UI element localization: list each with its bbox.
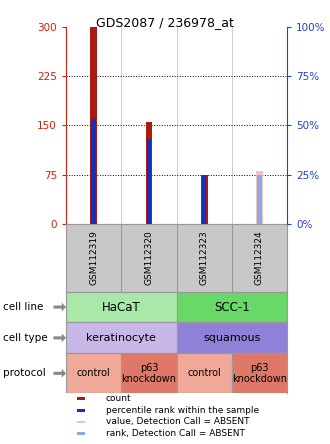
Text: GSM112323: GSM112323: [200, 230, 209, 285]
Text: count: count: [106, 394, 131, 404]
Text: percentile rank within the sample: percentile rank within the sample: [106, 406, 259, 415]
Bar: [66, 353, 121, 393]
Bar: [177, 322, 287, 353]
Text: GDS2087 / 236978_at: GDS2087 / 236978_at: [96, 16, 234, 28]
Bar: [202, 174, 206, 224]
Text: GSM112320: GSM112320: [145, 230, 153, 285]
Bar: [232, 353, 287, 393]
Text: cell line: cell line: [3, 302, 44, 312]
Text: SCC-1: SCC-1: [214, 301, 250, 313]
Bar: [77, 397, 85, 400]
Text: p63
knockdown: p63 knockdown: [121, 362, 177, 384]
Bar: [90, 27, 97, 224]
Bar: [201, 174, 208, 224]
Text: protocol: protocol: [3, 369, 46, 378]
Text: keratinocyte: keratinocyte: [86, 333, 156, 343]
Text: cell type: cell type: [3, 333, 48, 343]
Bar: [77, 409, 85, 412]
Text: control: control: [77, 369, 111, 378]
Bar: [146, 122, 152, 224]
Text: GSM112324: GSM112324: [255, 230, 264, 285]
Bar: [91, 119, 96, 224]
Text: squamous: squamous: [203, 333, 260, 343]
Bar: [256, 171, 263, 224]
Bar: [177, 292, 287, 322]
Bar: [77, 420, 85, 424]
Bar: [121, 353, 177, 393]
Bar: [77, 432, 85, 435]
Text: GSM112319: GSM112319: [89, 230, 98, 285]
Text: rank, Detection Call = ABSENT: rank, Detection Call = ABSENT: [106, 429, 245, 438]
Text: value, Detection Call = ABSENT: value, Detection Call = ABSENT: [106, 417, 249, 427]
Text: control: control: [187, 369, 221, 378]
Bar: [66, 292, 177, 322]
Text: p63
knockdown: p63 knockdown: [232, 362, 287, 384]
Bar: [147, 139, 151, 224]
Bar: [66, 322, 177, 353]
Bar: [177, 353, 232, 393]
Bar: [257, 174, 262, 224]
Text: HaCaT: HaCaT: [102, 301, 141, 313]
